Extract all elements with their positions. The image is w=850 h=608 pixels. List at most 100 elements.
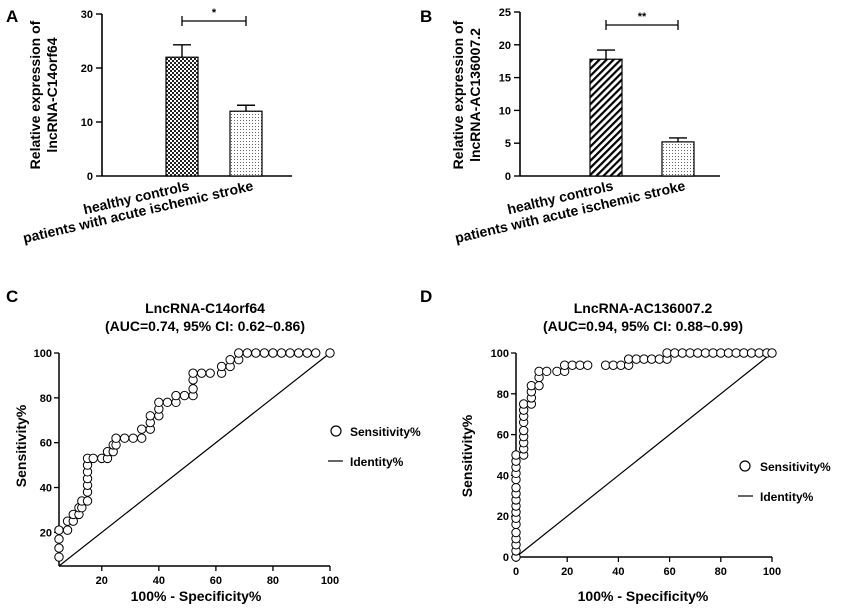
chart-title-line2: (AUC=0.94, 95% CI: 0.88~0.99) (543, 318, 743, 334)
chart-title-line1: LncRNA-C14orf64 (145, 300, 265, 316)
sensitivity-point (511, 482, 521, 493)
sensitivity-point (631, 354, 642, 364)
x-tick-label: 60 (663, 566, 675, 578)
sensitivity-point (259, 348, 270, 358)
sensitivity-point (171, 390, 181, 401)
sensitivity-point (54, 534, 64, 544)
legend: Sensitivity% Identity% (328, 425, 421, 469)
y-tick-label: 10 (499, 105, 511, 117)
sensitivity-point (234, 348, 244, 358)
sensitivity-point (128, 433, 138, 443)
x-tick-label: 0 (513, 566, 519, 578)
sensitivity-point (646, 354, 657, 364)
sensitivity-point (526, 380, 537, 391)
roc-chart-c: 20 40 60 80 100 20 40 60 80 100 (34, 348, 340, 587)
bar (661, 141, 695, 177)
sensitivity-point (311, 348, 321, 358)
sensitivity-point (662, 348, 672, 358)
sensitivity-point (188, 384, 198, 394)
sensitivity-point (534, 366, 544, 377)
bar (165, 56, 199, 177)
roc-chart-d: 0 20 40 60 80 100 0 20 40 60 80 100 (491, 348, 782, 578)
legend-label-sensitivity: Sensitivity% (350, 425, 421, 439)
sensitivity-point (88, 453, 98, 464)
y-tick-label: 100 (34, 348, 52, 360)
y-tick-label: 25 (499, 7, 511, 19)
sensitivity-point (616, 360, 626, 370)
sensitivity-point (111, 433, 121, 443)
y-tick-label: 100 (491, 348, 509, 360)
y-axis-title: Relative expression of lncRNA-C14orf64 (27, 20, 60, 169)
y-axis-title: Relative expression of lncRNA-AC136007.2 (450, 20, 483, 169)
sensitivity-point (137, 424, 147, 434)
legend-marker-sensitivity (330, 425, 342, 437)
sensitivity-point (731, 348, 741, 358)
sensitivity-point (582, 360, 593, 370)
x-tick-label: 80 (715, 566, 727, 578)
y-tick-label: 0 (505, 171, 511, 183)
y-tick-label: 60 (497, 430, 509, 442)
y-tick-label: 80 (40, 393, 52, 405)
sensitivity-point (552, 366, 562, 377)
sensitivity-point (534, 380, 544, 391)
y-tick-label: 40 (40, 483, 52, 495)
sensitivity-point (518, 399, 529, 409)
sensitivity-point (754, 348, 764, 358)
legend-label-identity: Identity% (760, 490, 814, 504)
legend: Sensitivity% Identity% (738, 460, 831, 504)
legend-label-identity: Identity% (350, 455, 404, 469)
sensitivity-point (268, 348, 278, 358)
sensitivity-point (708, 348, 718, 358)
panel-d: D LncRNA-AC136007.2 (AUC=0.94, 95% CI: 0… (420, 287, 831, 604)
y-tick-label: 30 (81, 9, 93, 21)
x-tick-label: 40 (612, 566, 624, 578)
sensitivity-point (623, 354, 634, 364)
y-tick-label: 20 (499, 40, 511, 52)
panel-b: B Relative expression of lncRNA-AC136007… (420, 7, 720, 246)
sensitivity-point (179, 390, 190, 401)
sensitivity-point (188, 368, 198, 378)
y-tick-label: 0 (87, 171, 93, 183)
panel-c: C LncRNA-C14orf64 (AUC=0.74, 95% CI: 0.6… (6, 287, 421, 604)
chart-title-line1: LncRNA-AC136007.2 (574, 300, 713, 316)
sensitivity-point (276, 348, 287, 358)
bar (229, 110, 263, 177)
sensitivity-point (723, 348, 734, 358)
sensitivity-point (62, 525, 73, 535)
panel-a: A Relative expression of lncRNA-C14orf64… (6, 7, 292, 246)
sensitivity-point (608, 360, 618, 370)
y-tick-label: 5 (505, 138, 511, 150)
bar (589, 58, 623, 177)
sensitivity-point (685, 348, 695, 358)
sensitivity-point (670, 348, 680, 358)
sensitivity-point (716, 348, 726, 358)
sensitivity-point (639, 354, 649, 364)
identity-line (58, 352, 331, 567)
sensitivity-point (746, 348, 757, 358)
sensitivity-point (145, 411, 155, 421)
y-tick-label: 15 (499, 73, 511, 85)
sensitivity-point (542, 366, 552, 377)
sensitivity-point (600, 360, 611, 370)
sensitivity-point (225, 355, 235, 365)
chart-title-line2: (AUC=0.74, 95% CI: 0.62~0.86) (105, 318, 305, 334)
y-axis-title-line1: Relative expression of (450, 20, 466, 169)
sensitivity-point (575, 360, 585, 370)
sensitivity-point (511, 527, 521, 538)
x-tick-label: patients with acute ischemic stroke (21, 177, 255, 246)
y-axis-title-line2: lncRNA-C14orf64 (44, 37, 60, 152)
sensitivity-point (511, 450, 521, 460)
sensitivity-point (54, 525, 64, 535)
x-tick-label: 100 (321, 575, 339, 587)
panel-letter-b: B (420, 7, 432, 26)
panel-letter-c: C (6, 287, 18, 306)
x-tick-label: 80 (267, 575, 279, 587)
y-tick-label: 20 (497, 511, 509, 523)
y-tick-label: 20 (81, 63, 93, 75)
y-tick-label: 80 (497, 389, 509, 401)
y-axis-title-line2: lncRNA-AC136007.2 (467, 28, 483, 162)
sensitivity-point (154, 397, 164, 408)
sensitivity-point (82, 496, 93, 506)
x-axis-title: 100% - Specificity% (131, 588, 262, 604)
